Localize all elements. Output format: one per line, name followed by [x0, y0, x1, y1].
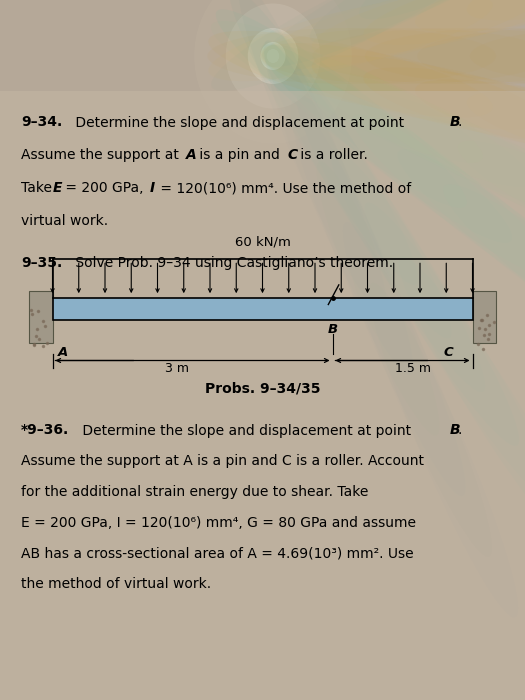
- Ellipse shape: [443, 184, 525, 383]
- Ellipse shape: [267, 49, 279, 63]
- Ellipse shape: [331, 148, 519, 446]
- Text: is a pin and: is a pin and: [195, 148, 285, 162]
- Ellipse shape: [363, 0, 525, 45]
- Ellipse shape: [260, 28, 525, 84]
- Text: virtual work.: virtual work.: [21, 214, 108, 228]
- Text: Determine the slope and displacement at point: Determine the slope and displacement at …: [78, 424, 415, 438]
- Ellipse shape: [359, 93, 525, 234]
- Ellipse shape: [229, 0, 418, 285]
- Ellipse shape: [260, 0, 525, 67]
- Ellipse shape: [352, 114, 525, 313]
- Ellipse shape: [263, 41, 452, 339]
- Ellipse shape: [359, 0, 525, 19]
- Text: Solve Prob. 9–34 using Castigliano’s theorem.: Solve Prob. 9–34 using Castigliano’s the…: [71, 256, 393, 270]
- Text: I: I: [150, 181, 155, 195]
- Text: .: .: [458, 424, 462, 438]
- Text: = 200 GPa,: = 200 GPa,: [61, 181, 148, 195]
- Ellipse shape: [194, 0, 352, 144]
- Ellipse shape: [310, 69, 525, 211]
- Ellipse shape: [261, 44, 512, 243]
- Text: *9–36.: *9–36.: [21, 424, 69, 438]
- Ellipse shape: [363, 67, 525, 154]
- Ellipse shape: [297, 95, 485, 392]
- Ellipse shape: [408, 117, 525, 258]
- Text: A: A: [186, 148, 197, 162]
- Text: 3 m: 3 m: [165, 362, 189, 375]
- Text: .: .: [458, 116, 462, 130]
- Bar: [0, 91, 525, 700]
- Ellipse shape: [397, 149, 525, 348]
- Text: B: B: [328, 323, 338, 337]
- Text: B: B: [449, 116, 460, 130]
- Ellipse shape: [208, 0, 493, 81]
- Bar: [472, 290, 496, 343]
- Ellipse shape: [307, 79, 525, 278]
- Ellipse shape: [211, 21, 483, 163]
- Text: 60 kN/m: 60 kN/m: [235, 235, 290, 248]
- Ellipse shape: [312, 55, 525, 142]
- Text: 9–35.: 9–35.: [21, 256, 62, 270]
- Ellipse shape: [211, 0, 483, 91]
- Text: E: E: [52, 181, 62, 195]
- Text: B: B: [449, 424, 460, 438]
- Ellipse shape: [310, 0, 525, 43]
- Text: the method of virtual work.: the method of virtual work.: [21, 578, 211, 592]
- Text: = 120(10⁶) mm⁴. Use the method of: = 120(10⁶) mm⁴. Use the method of: [156, 181, 412, 195]
- Text: C: C: [444, 346, 454, 359]
- Ellipse shape: [207, 28, 496, 84]
- Ellipse shape: [458, 141, 525, 283]
- Ellipse shape: [260, 45, 525, 187]
- Text: A: A: [58, 346, 68, 359]
- Ellipse shape: [312, 0, 525, 57]
- Ellipse shape: [248, 28, 298, 84]
- Text: Assume the support at A is a pin and C is a roller. Account: Assume the support at A is a pin and C i…: [21, 454, 424, 468]
- Text: Take: Take: [21, 181, 56, 195]
- Ellipse shape: [208, 31, 493, 118]
- Text: 1.5 m: 1.5 m: [395, 362, 431, 375]
- Text: Assume the support at: Assume the support at: [21, 148, 183, 162]
- Text: Determine the slope and displacement at point: Determine the slope and displacement at …: [71, 116, 408, 130]
- Text: Probs. 9–34/35: Probs. 9–34/35: [205, 382, 320, 395]
- Ellipse shape: [260, 42, 286, 70]
- Ellipse shape: [398, 256, 525, 553]
- Ellipse shape: [467, 0, 525, 20]
- Text: is a roller.: is a roller.: [296, 148, 368, 162]
- Bar: [29, 290, 52, 343]
- Text: C: C: [287, 148, 297, 162]
- Bar: [52, 298, 472, 320]
- Ellipse shape: [226, 4, 320, 108]
- Text: E = 200 GPa, I = 120(10⁶) mm⁴, G = 80 GPa and assume: E = 200 GPa, I = 120(10⁶) mm⁴, G = 80 GP…: [21, 516, 416, 530]
- Ellipse shape: [312, 28, 525, 84]
- Ellipse shape: [365, 28, 525, 84]
- Text: 9–34.: 9–34.: [21, 116, 62, 130]
- Ellipse shape: [260, 0, 525, 69]
- Ellipse shape: [216, 9, 467, 208]
- Ellipse shape: [417, 28, 525, 84]
- Ellipse shape: [364, 202, 525, 500]
- Ellipse shape: [260, 43, 525, 130]
- Ellipse shape: [470, 28, 525, 84]
- Text: AB has a cross-sectional area of A = 4.69(10³) mm². Use: AB has a cross-sectional area of A = 4.6…: [21, 547, 414, 561]
- Text: for the additional strain energy due to shear. Take: for the additional strain energy due to …: [21, 485, 369, 499]
- Ellipse shape: [415, 0, 525, 32]
- Ellipse shape: [415, 80, 525, 166]
- Ellipse shape: [467, 92, 525, 178]
